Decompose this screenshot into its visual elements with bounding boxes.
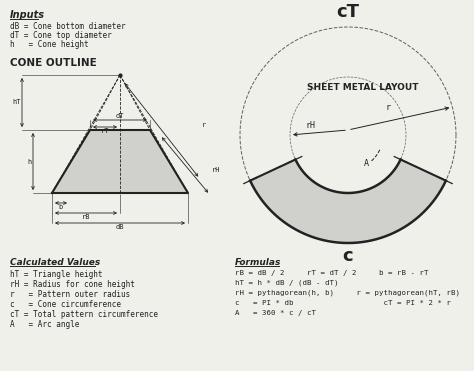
Text: h   = Cone height: h = Cone height [10, 40, 89, 49]
Text: dT = Cone top diameter: dT = Cone top diameter [10, 31, 112, 40]
Text: cT: cT [337, 3, 359, 21]
Text: c: c [343, 247, 353, 265]
Text: rB: rB [82, 214, 90, 220]
Text: c   = PI * db                    cT = PI * 2 * r: c = PI * db cT = PI * 2 * r [235, 300, 451, 306]
Text: A   = 360 * c / cT: A = 360 * c / cT [235, 310, 316, 316]
Text: dB = Cone bottom diameter: dB = Cone bottom diameter [10, 22, 126, 31]
Text: hT = Triangle height: hT = Triangle height [10, 270, 102, 279]
Text: rT: rT [101, 128, 109, 134]
Text: dB: dB [116, 224, 124, 230]
Text: hT: hT [12, 99, 21, 105]
Text: rH: rH [306, 121, 316, 129]
Text: rH: rH [212, 167, 220, 173]
Text: r: r [202, 122, 206, 128]
Text: rB = dB / 2     rT = dT / 2     b = rB - rT: rB = dB / 2 rT = dT / 2 b = rB - rT [235, 270, 428, 276]
Text: SHEET METAL LAYOUT: SHEET METAL LAYOUT [307, 82, 419, 92]
Text: hT = h * dB / (dB - dT): hT = h * dB / (dB - dT) [235, 280, 338, 286]
Text: rH = pythagorean(h, b)     r = pythagorean(hT, rB): rH = pythagorean(h, b) r = pythagorean(h… [235, 290, 460, 296]
Text: CONE OUTLINE: CONE OUTLINE [10, 58, 97, 68]
Text: A: A [364, 158, 368, 167]
Text: Formulas: Formulas [235, 258, 282, 267]
Polygon shape [250, 160, 446, 243]
Text: r   = Pattern outer radius: r = Pattern outer radius [10, 290, 130, 299]
Text: h: h [28, 158, 32, 164]
Text: c   = Cone circumference: c = Cone circumference [10, 300, 121, 309]
Text: A   = Arc angle: A = Arc angle [10, 320, 79, 329]
Text: b: b [59, 204, 63, 210]
Text: r: r [385, 104, 391, 112]
Text: dT: dT [116, 113, 124, 119]
Text: rH = Radius for cone height: rH = Radius for cone height [10, 280, 135, 289]
Text: Calculated Values: Calculated Values [10, 258, 100, 267]
Polygon shape [52, 130, 188, 193]
Text: Inputs: Inputs [10, 10, 45, 20]
Text: cT = Total pattern circumference: cT = Total pattern circumference [10, 310, 158, 319]
